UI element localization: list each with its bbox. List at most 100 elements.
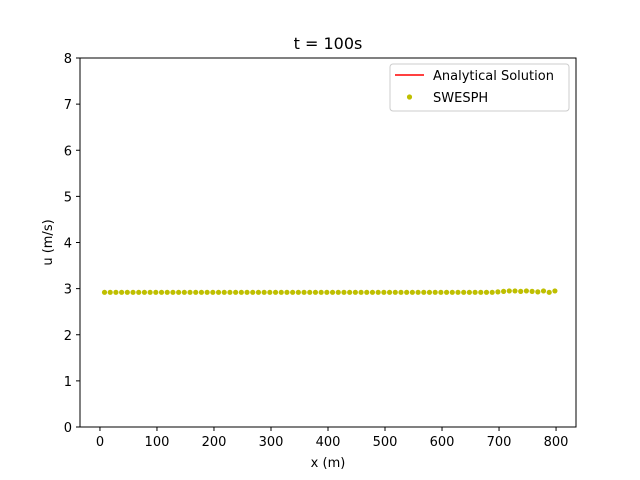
swesph-point xyxy=(204,289,210,295)
swesph-point xyxy=(426,289,433,295)
swesph-point xyxy=(500,288,507,294)
swesph-point xyxy=(455,289,461,295)
swesph-point xyxy=(438,289,444,295)
swesph-point xyxy=(176,289,182,295)
swesph-point xyxy=(193,289,199,295)
swesph-point xyxy=(318,289,324,295)
swesph-point xyxy=(324,289,330,295)
swesph-point xyxy=(124,289,130,295)
swesph-point xyxy=(392,289,398,295)
chart-title: t = 100s xyxy=(294,34,363,53)
swesph-point xyxy=(347,289,353,295)
x-tick-label: 0 xyxy=(96,435,104,450)
swesph-point xyxy=(478,289,484,295)
swesph-point xyxy=(364,289,370,295)
swesph-point xyxy=(404,289,410,295)
swesph-point xyxy=(415,289,421,295)
swesph-point xyxy=(244,289,250,295)
y-axis-label: u (m/s) xyxy=(41,219,56,265)
swesph-point xyxy=(358,289,364,295)
swesph-point xyxy=(421,289,427,295)
x-tick-label: 500 xyxy=(373,435,398,450)
swesph-point xyxy=(113,289,119,295)
swesph-point xyxy=(552,288,558,294)
legend-swesph-swatch xyxy=(406,94,413,100)
swesph-series xyxy=(101,288,558,295)
swesph-point xyxy=(449,289,455,295)
swesph-point xyxy=(483,289,490,295)
swesph-point xyxy=(512,288,518,294)
swesph-point xyxy=(307,289,313,295)
swesph-point xyxy=(147,289,153,295)
swesph-point xyxy=(278,289,284,295)
y-tick-label: 0 xyxy=(64,421,72,436)
swesph-point xyxy=(238,289,244,295)
swesph-point xyxy=(529,288,535,294)
swesph-point xyxy=(284,289,290,295)
x-tick-label: 200 xyxy=(202,435,227,450)
swesph-point xyxy=(540,288,547,294)
swesph-point xyxy=(341,289,347,295)
swesph-point xyxy=(290,289,296,295)
swesph-point xyxy=(164,289,170,295)
swesph-point xyxy=(489,289,495,295)
swesph-point xyxy=(141,289,148,295)
y-tick-label: 3 xyxy=(64,283,72,298)
swesph-point xyxy=(312,289,319,295)
y-tick-label: 1 xyxy=(64,375,72,390)
swesph-point xyxy=(210,289,216,295)
swesph-point xyxy=(170,289,176,295)
swesph-point xyxy=(227,289,233,295)
x-axis-label: x (m) xyxy=(311,456,346,471)
swesph-point xyxy=(352,289,358,295)
x-tick-label: 800 xyxy=(544,435,569,450)
y-tick-label: 2 xyxy=(64,329,72,344)
swesph-point xyxy=(535,289,541,295)
swesph-point xyxy=(432,289,438,295)
swesph-point xyxy=(386,289,393,295)
swesph-point xyxy=(495,289,501,295)
swesph-point xyxy=(153,289,159,295)
swesph-point xyxy=(295,289,301,295)
x-tick-label: 100 xyxy=(145,435,170,450)
swesph-point xyxy=(301,289,307,295)
swesph-point xyxy=(215,289,222,295)
swesph-point xyxy=(250,289,256,295)
y-tick-label: 4 xyxy=(64,237,72,252)
swesph-point xyxy=(267,289,273,295)
legend-box xyxy=(389,63,570,112)
y-tick-label: 8 xyxy=(64,52,72,67)
x-axis: 0 100 200 300 400 500 600 700 800 xyxy=(96,427,569,450)
y-tick-label: 7 xyxy=(64,98,72,113)
swesph-point xyxy=(221,289,227,295)
swesph-point xyxy=(369,289,376,295)
swesph-point xyxy=(523,288,530,294)
swesph-point xyxy=(443,289,450,295)
swesph-point xyxy=(335,289,341,295)
swesph-point xyxy=(181,289,187,295)
swesph-point xyxy=(130,289,136,295)
swesph-point xyxy=(518,288,524,294)
legend-analytical-label: Analytical Solution xyxy=(433,69,554,84)
swesph-point xyxy=(381,289,387,295)
swesph-point xyxy=(409,289,415,295)
y-tick-label: 6 xyxy=(64,144,72,159)
swesph-point xyxy=(119,289,125,295)
swesph-point xyxy=(546,289,552,295)
plot-frame xyxy=(79,57,577,428)
x-tick-label: 600 xyxy=(430,435,455,450)
swesph-point xyxy=(107,289,113,295)
swesph-point xyxy=(506,288,512,294)
swesph-point xyxy=(272,289,279,295)
swesph-point xyxy=(255,289,262,295)
x-tick-label: 400 xyxy=(316,435,341,450)
swesph-point xyxy=(466,289,472,295)
swesph-point xyxy=(329,289,336,295)
x-tick-label: 300 xyxy=(259,435,284,450)
y-tick-label: 5 xyxy=(64,190,72,205)
swesph-point xyxy=(187,289,193,295)
swesph-point xyxy=(136,289,142,295)
swesph-point xyxy=(461,289,467,295)
swesph-point xyxy=(472,289,478,295)
